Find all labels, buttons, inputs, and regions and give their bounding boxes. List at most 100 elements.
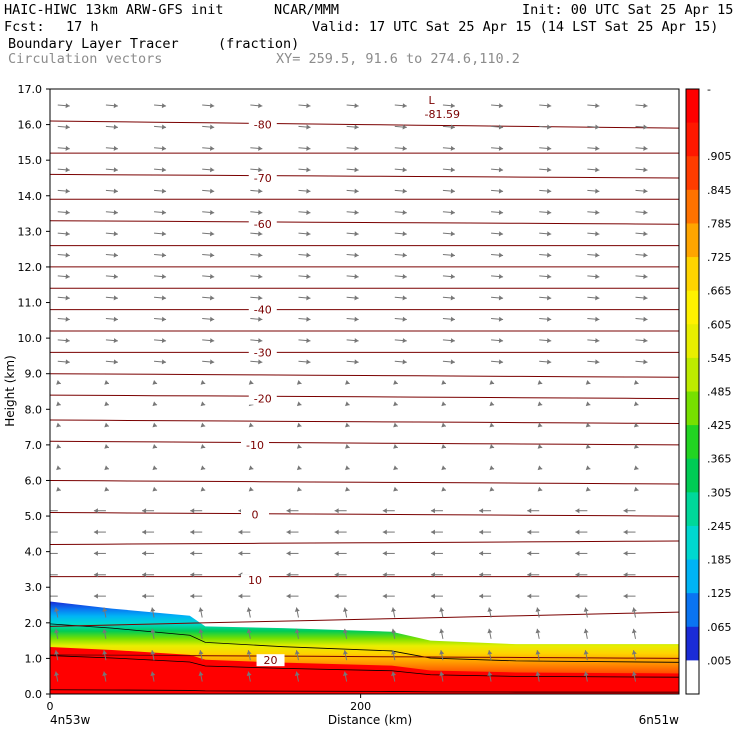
vector-arrow-head [46,530,50,535]
vector-arrow-head [547,252,552,258]
vector-arrow-head [402,274,407,279]
vector-arrow-head [113,188,118,194]
colorbar-swatch [686,626,699,661]
vector-arrow-head [93,572,98,578]
colorbar-label: .485 [707,386,732,399]
vector-arrow-head [489,401,495,407]
y-tick-label: 15.0 [18,154,43,167]
vector-arrow-head [248,422,254,428]
vector-arrow-head [402,359,407,365]
contour-label-bg [248,171,277,184]
vector-arrow-head [402,103,407,109]
vector-arrow-head [286,529,291,535]
vector-arrow-head [633,422,639,428]
vector-arrow-head [152,401,158,407]
vector-arrow-head [113,167,118,173]
y-tick-label: 1.0 [25,652,43,665]
y-tick-label: 2.0 [25,617,43,630]
vector-arrow-head [585,401,591,407]
vector-arrow-head [595,145,600,151]
colorbar-label: .785 [707,217,732,230]
vector-arrow-head [441,444,446,449]
vector-arrow-head [430,529,435,535]
vector-arrow-head [198,628,204,634]
vector-arrow-head [498,316,504,322]
vector-arrow-head [487,671,493,676]
vector-arrow-head [393,486,398,492]
vector-arrow-head [595,231,600,237]
vector-arrow-head [210,145,215,151]
vector-arrow-head [547,167,552,173]
vector-arrow-head [382,529,387,535]
vector-arrow-head [258,274,263,279]
vector-arrow-head [537,379,543,385]
vector-arrow-head [354,145,359,151]
colorbar-swatch [686,257,699,292]
temperature-contour-line [50,480,679,485]
vector-arrow-head [161,274,167,279]
vector-arrow-head [479,593,484,599]
vector-arrow-head [479,550,484,556]
vector-arrow-head [142,529,147,535]
vector-arrow-head [595,252,600,258]
vector-arrow-head [439,671,445,676]
vector-arrow-head [623,593,628,599]
temperature-contour-line [50,120,679,129]
vector-arrow-head [430,508,435,514]
vector-arrow-head [102,607,108,612]
colorbar-swatch [686,660,699,695]
vector-arrow-head [585,486,591,492]
vector-arrow-head [402,124,407,130]
plot-frame [49,88,680,695]
vector-arrow-head [595,316,600,322]
vector-arrow-head [306,359,311,365]
colorbar: .005 .065 .125 .185 .245 .305 .365 .425 .485 .545… [685,83,732,695]
vector-arrow-head [450,167,455,173]
vector-arrow-head [489,422,495,428]
vector-arrow-head [623,529,628,535]
contour-label: 10 [248,574,262,587]
x-axis-title: Distance (km) [328,713,412,727]
vector-arrow-head [294,650,300,655]
vector-arrow-head [65,274,70,279]
vector-arrow-head [150,671,156,676]
vector-arrow-head [113,338,118,344]
vector-arrow-head [93,550,98,556]
colorbar-label: .365 [707,453,732,466]
vector-arrow-head [547,231,552,237]
vector-arrow-head [585,379,591,385]
vector-arrow-head [393,379,398,385]
vector-arrow-head [633,379,639,385]
vector-arrow-head [535,650,541,655]
temperature-contour-line [50,440,679,446]
model-title: HAIC-HIWC 13km ARW-GFS init [4,2,224,18]
vector-arrow-head [498,274,504,279]
vector-arrow-head [595,274,600,279]
vector-arrow-head [104,379,109,385]
vector-arrow-head [633,465,639,471]
vector-arrow-head [54,628,60,634]
vector-arrow-head [306,167,311,173]
x-axis-left-end-label: 4n53w [50,713,91,727]
vector-arrow-head [198,671,204,676]
vector-arrow-head [286,508,291,514]
vector-arrow-head [382,508,387,514]
vector-arrow-head [342,628,348,634]
x-axis-ticks: 0 200 [47,694,371,713]
vector-arrow-head [354,188,359,194]
y-tick-label: 0.0 [25,688,43,701]
vector-arrow-head [633,444,639,449]
vector-arrow-head [152,422,158,428]
vector-arrow-head [391,628,397,634]
colorbar-label: .845 [707,184,732,197]
vector-arrow-head [161,231,167,237]
vector-arrow-head [200,401,206,407]
vector-arrow-head [150,650,156,655]
y-tick-label: 3.0 [25,581,43,594]
vector-arrow-head [190,529,195,535]
vector-arrow-head [354,124,359,130]
contour-label: -30 [254,346,272,359]
contour-label-bg [248,346,277,359]
vector-arrow-head [150,628,156,634]
vector-arrow-head [56,379,61,385]
